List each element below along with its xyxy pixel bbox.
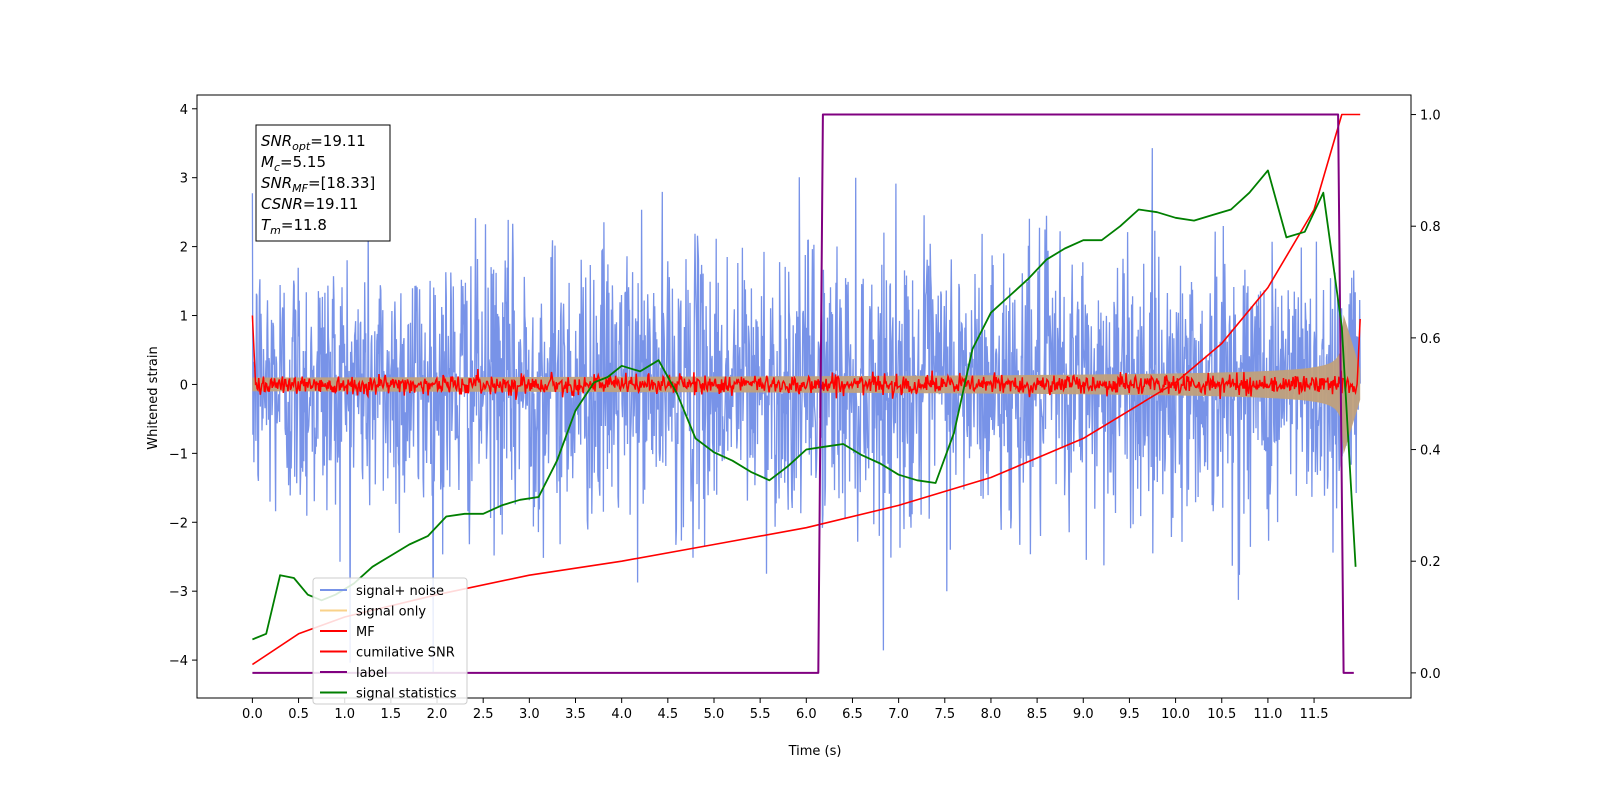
annotation-subscript: MF [292,182,308,195]
y-tick-label-right: 0.2 [1420,555,1441,570]
legend-entry: MF [356,625,375,640]
x-axis-label: Time (s) [788,744,842,759]
x-tick-label: 3.0 [519,707,540,722]
x-tick-label: 10.0 [1161,707,1190,722]
x-tick-label: 7.0 [888,707,909,722]
x-tick-label: 11.0 [1253,707,1282,722]
x-tick-label: 5.5 [750,707,771,722]
x-tick-label: 8.0 [981,707,1002,722]
axes: 0.0 0.5 1.0 1.5 2.0 2.5 3.0 3.5 4.0 4.5 5.0 5.5 6.0 6… [169,94,1441,722]
annotation-subscript: m [270,224,281,237]
x-tick-label: 6.0 [796,707,817,722]
annotation-box: SNRopt=19.11Mc=5.15SNRMF=[18.33]CSNR=19.… [255,124,391,242]
annotation-line: SNRMF=[18.33] [261,174,375,195]
x-tick-label: 11.5 [1300,707,1329,722]
annotation-symbol: T [261,216,272,234]
annotation-symbol: M [261,153,274,171]
annotation-value: =11.8 [281,216,327,234]
x-tick-label: 1.5 [381,707,402,722]
x-tick-label: 6.5 [842,707,863,722]
legend-entry: signal+ noise [356,584,444,599]
signal-noise-line [251,148,1361,674]
y-tick-label-left: 4 [180,103,188,118]
y-tick-label-right: 0.4 [1420,444,1441,459]
y-tick-label-right: 0.6 [1420,332,1441,347]
annotation-symbol: SNR [261,132,292,150]
label-line [252,113,1354,674]
x-tick-label: 7.5 [934,707,955,722]
x-tick-label: 4.5 [657,707,678,722]
x-tick-label: 3.5 [565,707,586,722]
legend-entry: cumilative SNR [356,646,455,661]
x-tick-label: 9.0 [1073,707,1094,722]
mf-line [251,315,1361,401]
y-tick-label-left: −3 [169,585,188,600]
legend: signal+ noise signal only MF cumilative SNR… [312,577,468,705]
x-tick-label: 8.5 [1027,707,1048,722]
x-tick-label: 0.0 [242,707,263,722]
y-tick-label-left: −2 [169,516,188,531]
annotation-line: Tm=11.8 [261,216,327,237]
annotation-line: SNRopt=19.11 [261,132,366,153]
annotation-subscript: c [274,161,280,174]
y-tick-label-left: −1 [169,447,188,462]
legend-entry: label [356,666,387,681]
y-tick-label-right: 0.0 [1420,667,1441,682]
y-tick-label-left: 2 [180,241,188,256]
x-tick-label: 10.5 [1207,707,1236,722]
x-tick-label: 4.0 [611,707,632,722]
x-tick-label: 2.5 [473,707,494,722]
annotation-value: =19.11 [310,132,366,150]
x-tick-label: 9.5 [1119,707,1140,722]
annotation-frame [255,124,391,242]
signal-statistics-line [252,169,1357,641]
x-tick-label: 2.0 [427,707,448,722]
annotation-line: Mc=5.15 [261,153,326,174]
x-tick-label: 5.0 [704,707,725,722]
y-axis-label: Whitened strain [146,346,161,449]
annotation-value: =[18.33] [308,174,375,192]
y-tick-label-right: 0.8 [1420,220,1441,235]
legend-entry: signal only [356,605,426,620]
y-tick-label-left: 0 [180,378,188,393]
legend-frame [312,577,468,705]
annotation-symbol: SNR [261,174,292,192]
legend-entry: signal statistics [356,687,457,702]
y-tick-label-left: 3 [180,172,188,187]
annotation-symbol: CSNR [261,195,303,213]
annotation-value: =19.11 [303,195,359,213]
x-tick-label: 0.5 [288,707,309,722]
annotation-subscript: opt [292,140,311,153]
annotation-value: =5.15 [280,153,326,171]
y-tick-label-left: −4 [169,654,188,669]
annotation-line: CSNR=19.11 [261,195,358,213]
y-tick-label-right: 1.0 [1420,109,1441,124]
plot-frame [196,94,1412,699]
y-tick-label-left: 1 [180,310,188,325]
x-tick-label: 1.0 [334,707,355,722]
